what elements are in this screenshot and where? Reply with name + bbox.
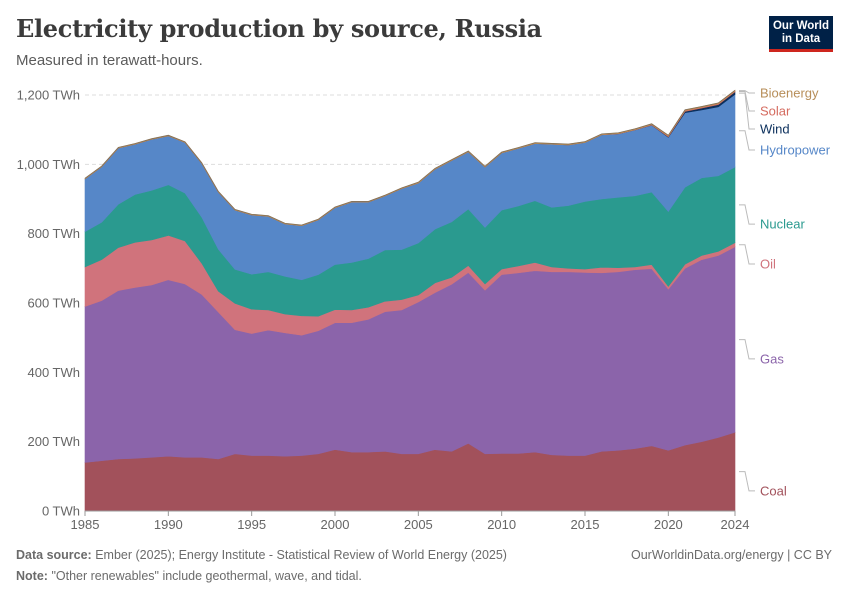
legend-label-oil: Oil xyxy=(760,257,776,272)
legend-label-nuclear: Nuclear xyxy=(760,217,805,232)
owid-logo[interactable]: Our World in Data xyxy=(769,16,833,52)
chart-subtitle: Measured in terawatt-hours. xyxy=(16,52,203,69)
y-tick-label: 1,200 TWh xyxy=(17,88,80,103)
y-tick-label: 200 TWh xyxy=(27,434,80,449)
y-axis: 0 TWh 200 TWh 400 TWh 600 TWh 800 TWh 1,000 T… xyxy=(17,88,735,519)
chart-note: Note: "Other renewables" include geother… xyxy=(16,569,362,583)
legend-label-hydropower: Hydropower xyxy=(760,142,831,157)
x-tick-label: 1995 xyxy=(237,517,266,532)
note-label: Note: xyxy=(16,569,48,583)
legend-connector xyxy=(739,130,755,151)
legend-connector xyxy=(739,90,755,112)
series-areas xyxy=(84,89,736,512)
y-tick-label: 800 TWh xyxy=(27,226,80,241)
legend-label-solar: Solar xyxy=(760,104,791,119)
legend-label-bioenergy: Bioenergy xyxy=(760,86,819,101)
legend-label-gas: Gas xyxy=(760,351,784,366)
y-tick-label: 1,000 TWh xyxy=(17,157,80,172)
data-source-label: Data source: xyxy=(16,548,92,562)
legend-label-wind: Wind xyxy=(760,122,790,137)
data-source-text: Ember (2025); Energy Institute - Statist… xyxy=(95,548,507,562)
y-tick-label: 400 TWh xyxy=(27,365,80,380)
note-text: "Other renewables" include geothermal, w… xyxy=(51,569,362,583)
x-tick-label: 2015 xyxy=(571,517,600,532)
x-tick-label: 2020 xyxy=(654,517,683,532)
credit-link[interactable]: OurWorldinData.org/energy | CC BY xyxy=(630,548,832,562)
legend-connector xyxy=(739,339,755,360)
y-tick-label: 600 TWh xyxy=(27,296,80,311)
x-axis: 1985 1990 1995 2000 2005 2010 2015 2020 2024 xyxy=(71,511,750,532)
logo-line-1: Our World xyxy=(772,20,829,32)
x-tick-label: 2024 xyxy=(721,517,750,532)
x-tick-label: 2010 xyxy=(487,517,516,532)
legend-connector xyxy=(739,92,755,130)
legend-connector xyxy=(739,204,755,225)
area-chart: 0 TWh 200 TWh 400 TWh 600 TWh 800 TWh 1,000 T… xyxy=(17,86,831,533)
stack-outline xyxy=(84,89,736,226)
legend-connector xyxy=(739,90,755,94)
legend: Bioenergy Solar Wind Hydropower Nuclear Oil Ga… xyxy=(739,86,831,498)
logo-line-2: in Data xyxy=(781,33,821,45)
x-tick-label: 1985 xyxy=(71,517,100,532)
chart-title: Electricity production by source, Russia xyxy=(16,14,542,43)
legend-connector xyxy=(739,471,755,492)
legend-connector xyxy=(739,244,755,265)
data-source: Data source: Ember (2025); Energy Instit… xyxy=(16,548,507,562)
y-tick-label: 0 TWh xyxy=(42,504,80,519)
x-tick-label: 2000 xyxy=(321,517,350,532)
legend-label-coal: Coal xyxy=(760,483,787,498)
x-tick-label: 1990 xyxy=(154,517,183,532)
x-tick-label: 2005 xyxy=(404,517,433,532)
